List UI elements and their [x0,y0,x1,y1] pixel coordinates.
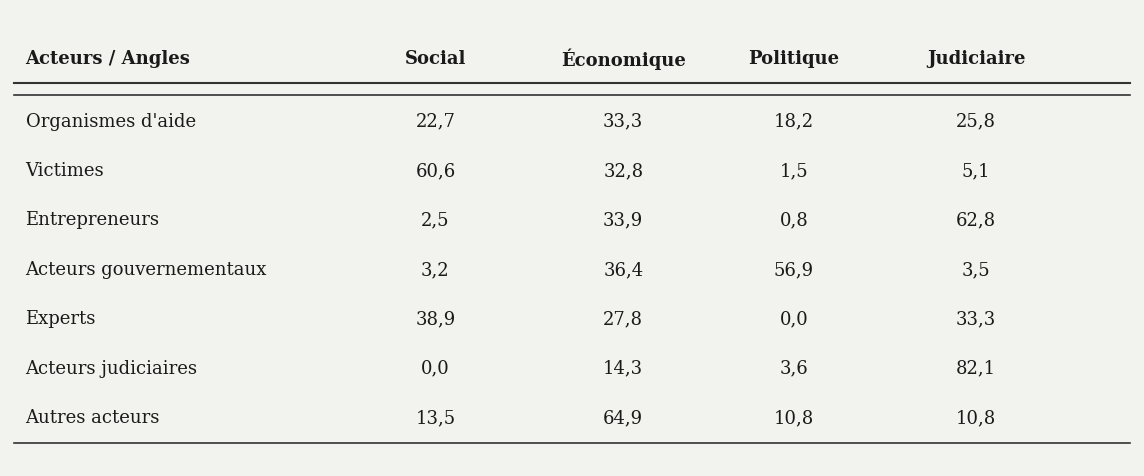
Text: Acteurs gouvernementaux: Acteurs gouvernementaux [25,261,267,279]
Text: 22,7: 22,7 [415,113,455,131]
Text: 0,0: 0,0 [421,360,450,377]
Text: 27,8: 27,8 [603,310,643,328]
Text: 13,5: 13,5 [415,409,455,427]
Text: Organismes d'aide: Organismes d'aide [25,113,196,131]
Text: 60,6: 60,6 [415,162,455,180]
Text: Acteurs judiciaires: Acteurs judiciaires [25,360,198,377]
Text: 56,9: 56,9 [774,261,815,279]
Text: 64,9: 64,9 [603,409,643,427]
Text: Entrepreneurs: Entrepreneurs [25,211,159,229]
Text: Judiciaire: Judiciaire [927,50,1025,68]
Text: 10,8: 10,8 [956,409,996,427]
Text: Victimes: Victimes [25,162,104,180]
Text: 38,9: 38,9 [415,310,455,328]
Text: 62,8: 62,8 [956,211,996,229]
Text: 3,6: 3,6 [779,360,809,377]
Text: 25,8: 25,8 [956,113,996,131]
Text: Politique: Politique [748,50,840,68]
Text: 0,0: 0,0 [779,310,809,328]
Text: 36,4: 36,4 [603,261,643,279]
Text: Économique: Économique [561,49,685,70]
Text: 5,1: 5,1 [962,162,991,180]
Text: 18,2: 18,2 [774,113,815,131]
Text: 3,2: 3,2 [421,261,450,279]
Text: 1,5: 1,5 [780,162,809,180]
Text: 2,5: 2,5 [421,211,450,229]
Text: 3,5: 3,5 [962,261,991,279]
Text: 33,9: 33,9 [603,211,643,229]
Text: 0,8: 0,8 [779,211,809,229]
Text: 10,8: 10,8 [773,409,815,427]
Text: 14,3: 14,3 [603,360,643,377]
Text: 32,8: 32,8 [603,162,643,180]
Text: 33,3: 33,3 [603,113,643,131]
Text: Social: Social [405,50,466,68]
Text: Experts: Experts [25,310,96,328]
Text: 33,3: 33,3 [956,310,996,328]
Text: Autres acteurs: Autres acteurs [25,409,160,427]
Text: 82,1: 82,1 [956,360,996,377]
Text: Acteurs / Angles: Acteurs / Angles [25,50,190,68]
